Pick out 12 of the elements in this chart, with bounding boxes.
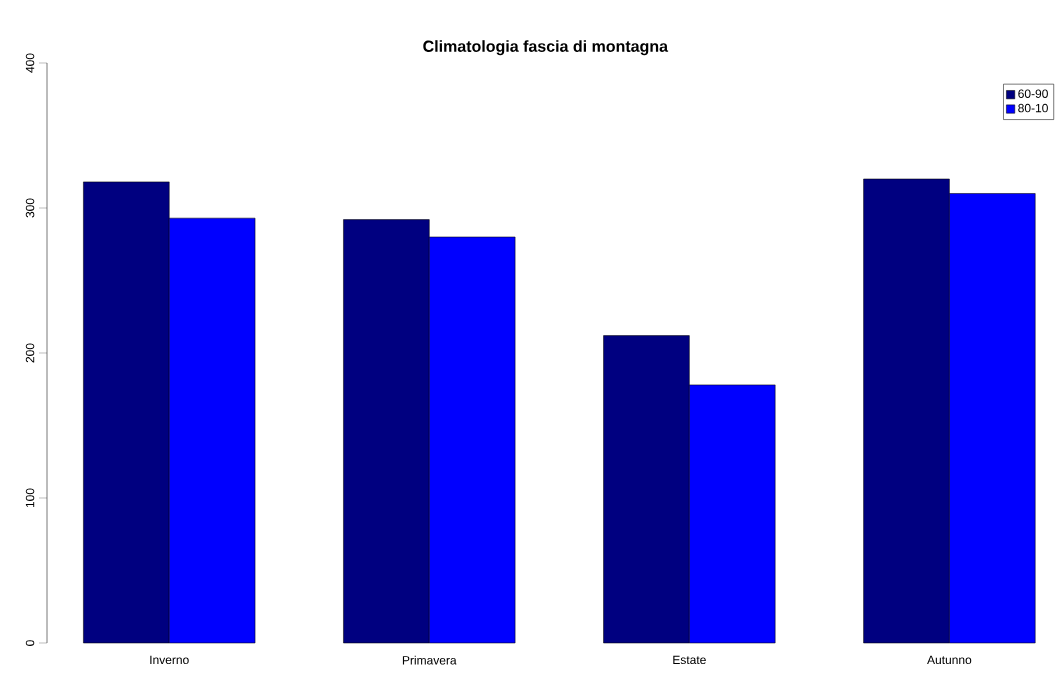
x-tick-label: Estate [673,655,706,665]
legend-label: 80-10 [1018,103,1048,113]
y-tick-label: 0 [25,640,35,646]
x-tick-label: Inverno [150,655,189,665]
y-tick-label: 200 [25,343,35,363]
x-tick-label: Primavera [402,655,457,665]
y-tick-label: 100 [25,488,35,508]
legend-label: 60-90 [1018,89,1048,98]
x-tick-label: Autunno [927,655,972,665]
y-tick-label: 400 [25,53,35,73]
chart-title: Climatologia fascia di montagna [423,40,669,56]
y-tick-label: 300 [25,198,35,218]
